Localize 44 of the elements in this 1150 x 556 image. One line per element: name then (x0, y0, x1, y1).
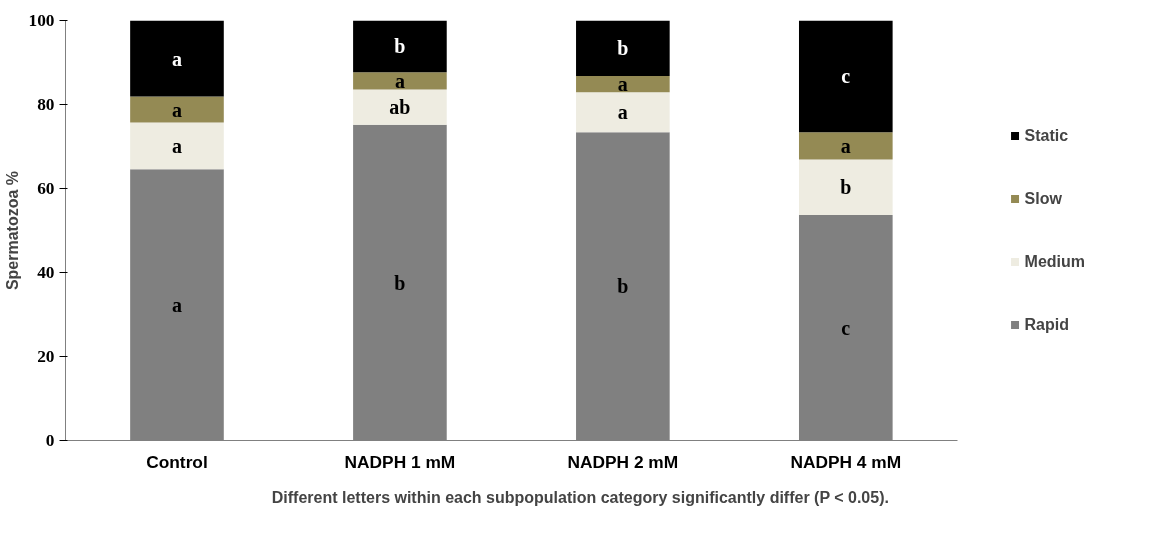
data-label: b (394, 271, 406, 294)
data-label: a (394, 69, 405, 92)
x-tick-label: NADPH 1 mM (344, 451, 456, 472)
data-label: a (171, 98, 182, 121)
legend-label: Rapid (1024, 315, 1069, 334)
bar (130, 122, 224, 170)
data-label: c (841, 65, 851, 88)
data-label: b (617, 275, 629, 298)
bar (353, 20, 447, 73)
data-label: c (841, 316, 851, 339)
bar (798, 132, 893, 160)
y-tick-label: 20 (37, 347, 55, 366)
x-tick-label: NADPH 4 mM (790, 451, 902, 472)
y-tick-label: 60 (37, 179, 55, 198)
data-label: a (171, 293, 182, 316)
bar (353, 89, 447, 125)
text: Different letters within each subpopulation category significantly differ (P < 0.05). (271, 489, 889, 506)
data-label: b (394, 35, 406, 58)
legend-label: Static (1024, 126, 1069, 145)
y-tick-label: 40 (37, 263, 55, 282)
legend-label: Slow (1024, 189, 1062, 208)
bar (798, 159, 893, 215)
y-tick-label: 100 (28, 11, 55, 30)
bar (130, 20, 224, 97)
x-tick-label: Control (146, 451, 208, 472)
bar (576, 92, 670, 133)
legend-label: Medium (1024, 252, 1085, 271)
y-axis-title: Spermatozoa % (3, 170, 21, 291)
data-label: a (617, 101, 628, 124)
y-tick-label: 80 (37, 95, 55, 114)
data-label: a (171, 134, 182, 157)
data-label: a (171, 47, 182, 70)
data-label: a (840, 134, 851, 157)
bar (130, 96, 224, 123)
data-label: a (617, 73, 628, 96)
y-tick-label: 0 (45, 431, 55, 450)
bar (576, 20, 670, 76)
data-label: b (840, 176, 852, 199)
bar (576, 75, 670, 93)
bar (353, 72, 447, 90)
x-tick-label: NADPH 2 mM (567, 451, 679, 472)
bar (798, 20, 893, 133)
data-label: b (617, 37, 629, 60)
data-label: ab (389, 96, 411, 119)
